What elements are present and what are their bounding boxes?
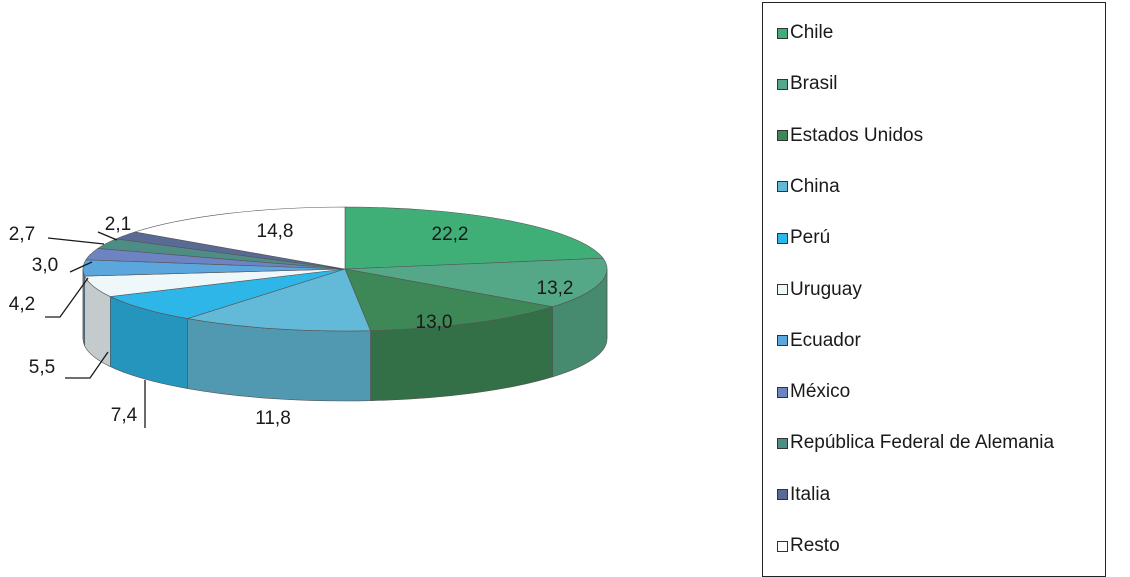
leader-line-republica-federal-de-alemania <box>47 237 105 245</box>
pie-slice-estados-unidos <box>344 268 553 332</box>
legend-swatch <box>777 335 788 347</box>
legend-label: Italia <box>790 483 831 505</box>
legend-swatch <box>777 130 788 142</box>
pie-slice-resto <box>134 206 346 270</box>
chart-legend: Chile Brasil Estados Unidos China Perú Urugua… <box>762 2 1106 577</box>
legend-item-estados-unidos: Estados Unidos <box>777 124 923 148</box>
leader-line-mexico <box>69 261 93 273</box>
legend-swatch <box>777 284 788 295</box>
data-label-ecuador: 4,2 <box>9 294 35 315</box>
legend-item-mexico: México <box>777 380 850 404</box>
legend-swatch <box>777 437 788 449</box>
legend-item-peru: Perú <box>777 226 830 250</box>
legend-swatch <box>777 27 788 39</box>
legend-item-uruguay: Uruguay <box>777 278 862 302</box>
legend-label: Resto <box>790 535 840 556</box>
data-label-china: 11,8 <box>255 408 291 429</box>
legend-label: China <box>790 175 840 197</box>
pie-slice-china <box>187 268 371 332</box>
data-label-republica-federal-de-alemania: 2,7 <box>9 224 35 245</box>
data-label-peru: 7,4 <box>111 405 138 426</box>
legend-label: Ecuador <box>790 329 861 351</box>
legend-item-resto: Resto <box>777 534 840 558</box>
data-label-mexico: 3,0 <box>32 255 58 276</box>
pie-chart: 22,2 13,2 13,0 11,8 7,4 5,5 4,2 3,0 2,7 2,1 14,8 <box>9 206 608 429</box>
data-label-uruguay: 5,5 <box>29 357 55 378</box>
pie-slice-chile <box>344 206 604 270</box>
leader-line-ecuador <box>45 277 89 318</box>
pie-slice-brasil <box>344 257 608 308</box>
legend-swatch <box>777 489 788 501</box>
data-label-resto: 14,8 <box>257 221 294 242</box>
legend-label: Estados Unidos <box>790 124 924 146</box>
data-label-estados-unidos: 13,0 <box>416 312 453 333</box>
legend-swatch <box>777 540 788 552</box>
leader-line-italia <box>97 231 118 241</box>
legend-label: Uruguay <box>790 278 862 300</box>
legend-item-china: China <box>777 175 840 199</box>
legend-label: Brasil <box>790 73 838 95</box>
legend-item-republica-federal-de-alemania: República Federal de Alemania <box>777 431 1054 455</box>
legend-swatch <box>777 181 788 193</box>
legend-swatch <box>777 232 788 244</box>
pie-slice-peru <box>109 268 346 319</box>
data-label-brasil: 13,2 <box>537 278 574 299</box>
legend-label: República Federal de Alemania <box>790 432 1055 454</box>
leader-line-uruguay <box>65 351 109 379</box>
legend-item-chile: Chile <box>777 21 833 45</box>
legend-swatch <box>777 78 788 90</box>
legend-item-italia: Italia <box>777 483 830 507</box>
legend-item-ecuador: Ecuador <box>777 329 861 353</box>
data-label-chile: 22,2 <box>432 224 469 245</box>
legend-item-brasil: Brasil <box>777 72 838 96</box>
data-label-italia: 2,1 <box>105 214 131 235</box>
legend-label: Perú <box>790 227 831 249</box>
legend-label: Chile <box>790 22 834 43</box>
legend-swatch <box>777 386 788 398</box>
legend-label: México <box>790 381 851 403</box>
